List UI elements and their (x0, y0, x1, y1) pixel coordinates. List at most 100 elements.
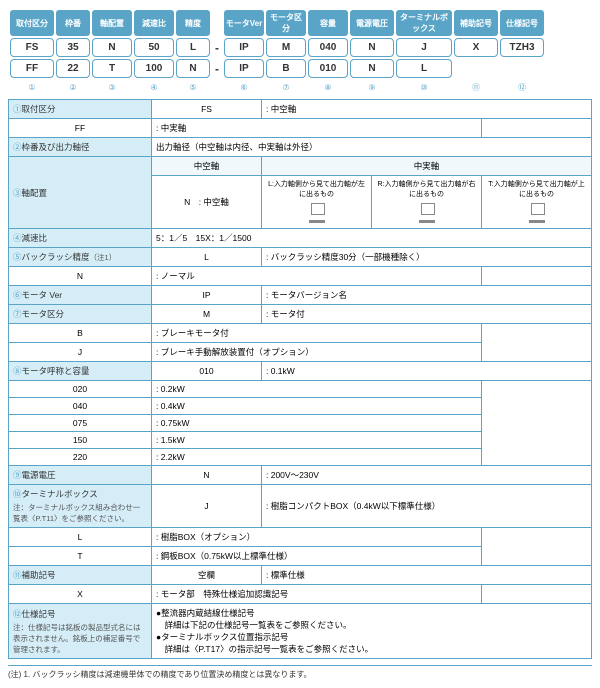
spec-label: ④減速比 (9, 229, 152, 248)
col-header: モータVer (224, 10, 264, 36)
code-cell: B (266, 59, 306, 78)
code-cell: J (396, 38, 452, 57)
spec-label: ⑧モータ呼称と容量 (9, 362, 152, 381)
specification-table: ①取付区分FS: 中空軸 FF: 中実軸②枠番及び出力軸径出力軸径（中空軸は内径、… (8, 99, 592, 659)
spec-code: 020 (9, 381, 152, 398)
model-code-table: 取付区分枠番軸配置減速比精度モータVerモータ区分容量電源電圧ターミナルボックス… (8, 8, 546, 95)
spec-label: ⑥モータ Ver (9, 286, 152, 305)
code-cell: N (350, 59, 394, 78)
col-number: ③ (92, 80, 132, 93)
code-cell: FF (10, 59, 54, 78)
col-header: 軸配置 (92, 10, 132, 36)
spec-code: 空欄 (152, 566, 262, 585)
spec-label: ⑪補助記号 (9, 566, 152, 585)
spec-code: 150 (9, 432, 152, 449)
col-number: ⑥ (224, 80, 264, 93)
code-cell: 50 (134, 38, 174, 57)
col-number: ① (10, 80, 54, 93)
spec-code: 220 (9, 449, 152, 466)
spec-code: 010 (152, 362, 262, 381)
code-cell: N (92, 38, 132, 57)
col-header: 仕様記号 (500, 10, 544, 36)
col-header: 電源電圧 (350, 10, 394, 36)
spec-desc: : 中空軸 (262, 100, 592, 119)
code-cell: IP (224, 59, 264, 78)
spec-desc: : ブレーキモータ付 (152, 324, 482, 343)
spec-desc: : 0.1kW (262, 362, 592, 381)
spec-code: 075 (9, 415, 152, 432)
code-cell: N (350, 38, 394, 57)
spec-desc: : 樹脂コンパクトBOX（0.4kW以下標準仕様） (262, 485, 592, 528)
code-cell: 22 (56, 59, 90, 78)
col-number: ⑪ (454, 80, 498, 93)
col-number: ⑩ (396, 80, 452, 93)
col-header: モータ区分 (266, 10, 306, 36)
spec-desc: : 鋼板BOX（0.75kW以上標準仕様） (152, 547, 482, 566)
spec-code: J (9, 343, 152, 362)
spec-code: 040 (9, 398, 152, 415)
spec-desc: : モータバージョン名 (262, 286, 592, 305)
col-header: ターミナルボックス (396, 10, 452, 36)
code-cell: FS (10, 38, 54, 57)
spec-desc: : 1.5kW (152, 432, 482, 449)
spec-desc: 5：1／5 15X：1／1500 (152, 229, 592, 248)
col-number: ⑤ (176, 80, 210, 93)
spec-desc: : 0.4kW (152, 398, 482, 415)
spec-desc: ●整流器内蔵結線仕様記号 詳細は下記の仕様記号一覧表をご参照ください。●ターミナ… (152, 604, 592, 659)
col-header: 取付区分 (10, 10, 54, 36)
spec-code: FF (9, 119, 152, 138)
spec-code: N (9, 267, 152, 286)
spec-label: ⑩ターミナルボックス注：ターミナルボックス組み合わせ一覧表〈P.T11〉をご参照… (9, 485, 152, 528)
spec-label: ⑫仕様記号注：仕様記号は銘板の製品型式名には表示されません。銘板上の補足番号で管… (9, 604, 152, 659)
spec-code: N (152, 466, 262, 485)
col-number: ④ (134, 80, 174, 93)
code-cell: TZH3 (500, 38, 544, 57)
code-cell: M (266, 38, 306, 57)
code-cell: X (454, 38, 498, 57)
code-cell: 040 (308, 38, 348, 57)
spec-desc: : ブレーキ手動解放装置付（オプション） (152, 343, 482, 362)
col-number: ⑧ (308, 80, 348, 93)
spec-desc: : 200V～230V (262, 466, 592, 485)
col-header: 容量 (308, 10, 348, 36)
code-cell: T (92, 59, 132, 78)
spec-label: ⑤バックラッシ精度（注1） (9, 248, 152, 267)
code-cell: 010 (308, 59, 348, 78)
spec-code: L (152, 248, 262, 267)
code-cell: L (176, 38, 210, 57)
col-number (212, 80, 222, 93)
spec-code: X (9, 585, 152, 604)
col-number: ⑫ (500, 80, 544, 93)
spec-code: M (152, 305, 262, 324)
code-cell: 35 (56, 38, 90, 57)
col-header: 枠番 (56, 10, 90, 36)
col-header: 補助記号 (454, 10, 498, 36)
code-cell: L (396, 59, 452, 78)
spec-desc: : バックラッシ精度30分（一部機種除く） (262, 248, 592, 267)
spec-code: B (9, 324, 152, 343)
col-number: ⑦ (266, 80, 306, 93)
spec-desc: : モータ付 (262, 305, 592, 324)
spec-desc: : 中実軸 (152, 119, 482, 138)
footnote: (注) 1. バックラッシ精度は減速機単体での精度であり位置決め精度とは異なりま… (8, 665, 592, 680)
spec-code: J (152, 485, 262, 528)
spec-label: ②枠番及び出力軸径 (9, 138, 152, 157)
col-header: 減速比 (134, 10, 174, 36)
code-cell: 100 (134, 59, 174, 78)
col-number: ② (56, 80, 90, 93)
col-header: 精度 (176, 10, 210, 36)
spec-desc: : 2.2kW (152, 449, 482, 466)
spec-desc: : 0.75kW (152, 415, 482, 432)
spec-desc: 出力軸径（中空軸は内径、中実軸は外径） (152, 138, 592, 157)
col-number: ⑨ (350, 80, 394, 93)
spec-desc: : 標準仕様 (262, 566, 592, 585)
spec-code: T (9, 547, 152, 566)
code-cell: N (176, 59, 210, 78)
spec-desc: : ノーマル (152, 267, 482, 286)
spec-label: ⑨電源電圧 (9, 466, 152, 485)
spec-code: L (9, 528, 152, 547)
spec-code: FS (152, 100, 262, 119)
spec-label: ①取付区分 (9, 100, 152, 119)
spec-desc: : モータ部 特殊仕様追加認識記号 (152, 585, 482, 604)
code-cell: IP (224, 38, 264, 57)
